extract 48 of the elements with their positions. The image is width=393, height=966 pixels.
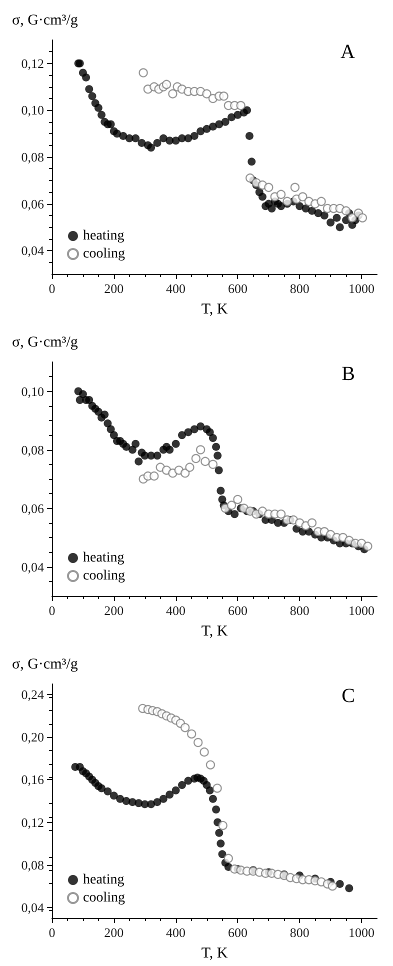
annotation: C	[342, 685, 356, 707]
x-tick-label: 400	[166, 925, 186, 940]
y-tick-label: 0,10	[21, 384, 44, 399]
y-tick-label: 0,20	[21, 730, 44, 745]
y-tick-label: 0,04	[21, 900, 44, 915]
y-tick-label: 0,04	[21, 243, 44, 258]
x-tick-label: 400	[166, 281, 186, 296]
x-tick-label: 800	[290, 281, 310, 296]
x-axis-title: T, K	[201, 624, 228, 640]
legend-label: heating	[83, 872, 124, 888]
x-tick-label: 1000	[348, 603, 375, 618]
legend-label: cooling	[83, 890, 125, 906]
x-tick-label: 0	[48, 925, 56, 940]
x-tick-label: 1000	[348, 281, 375, 296]
annotation: B	[342, 363, 356, 385]
x-tick-label: 200	[104, 281, 124, 296]
x-axis-title: T, K	[201, 946, 228, 962]
x-tick-label: 200	[104, 603, 124, 618]
legend-label: heating	[83, 228, 124, 244]
y-tick-label: 0,08	[21, 857, 44, 872]
x-tick-label: 800	[290, 925, 310, 940]
y-axis-title: σ, G·cm³/g	[12, 656, 78, 672]
y-tick-label: 0,16	[21, 772, 44, 788]
y-tick-label: 0,06	[21, 196, 44, 212]
x-tick-label: 600	[228, 281, 248, 296]
y-tick-label: 0,06	[21, 500, 44, 516]
x-tick-label: 400	[166, 603, 186, 618]
y-tick-label: 0,10	[21, 102, 44, 118]
y-tick-label: 0,08	[21, 150, 44, 164]
y-tick-label: 0,08	[21, 442, 44, 458]
x-tick-label: 800	[290, 603, 310, 618]
x-tick-label: 200	[104, 925, 124, 940]
legend-label: heating	[83, 550, 124, 566]
y-axis-title: σ, G·cm³/g	[12, 12, 78, 28]
annotation: A	[340, 41, 356, 63]
y-tick-label: 0,04	[21, 559, 44, 574]
x-tick-label: 1000	[348, 925, 375, 940]
x-axis-title: T, K	[201, 302, 228, 318]
x-tick-label: 600	[228, 603, 248, 618]
x-tick-label: 0	[48, 281, 56, 296]
y-axis-title: σ, G·cm³/g	[12, 334, 78, 350]
y-tick-label: 0,12	[21, 56, 44, 71]
y-tick-label: 0,24	[21, 687, 44, 702]
x-tick-label: 0	[48, 603, 56, 618]
legend-label: cooling	[83, 568, 125, 584]
legend-label: cooling	[83, 246, 125, 262]
x-tick-label: 600	[228, 925, 248, 940]
y-tick-label: 0,12	[21, 814, 44, 830]
